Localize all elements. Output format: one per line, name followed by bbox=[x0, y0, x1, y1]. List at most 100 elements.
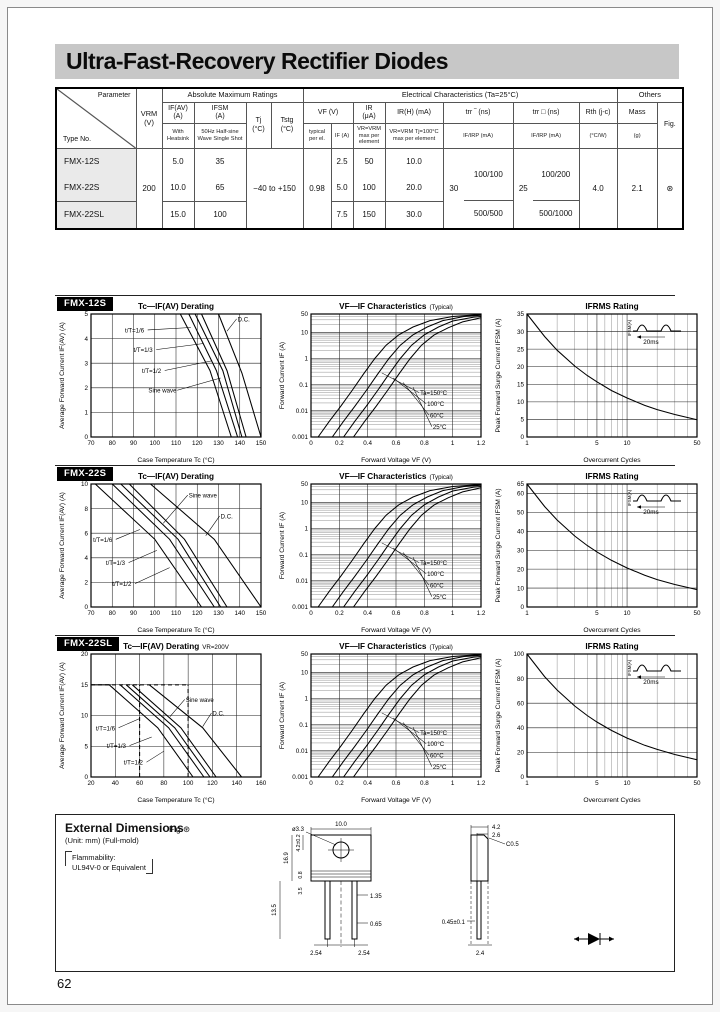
section-fmx-12s: FMX-12S 70 80 90 100 110 120 130 140 150 0 1 2 3 4 5 t/… bbox=[8, 295, 720, 465]
svg-text:2: 2 bbox=[84, 580, 88, 587]
svg-text:t/T=1/6: t/T=1/6 bbox=[125, 327, 145, 334]
svg-derating-FMX-12S: 70 80 90 100 110 120 130 140 150 0 1 2 3 4 5 t/T=1/6 t/T… bbox=[59, 302, 267, 464]
cell-ifav-22s: 10.0 bbox=[161, 175, 195, 202]
dim-pitch1: 2.54 bbox=[310, 951, 322, 957]
svg-text:40: 40 bbox=[112, 780, 120, 787]
svg-text:t/T=1/3: t/T=1/3 bbox=[107, 743, 127, 750]
sub-ifav: With Heatsink bbox=[161, 123, 195, 149]
svg-text:150: 150 bbox=[256, 610, 267, 617]
fig-reference: Fig.⊛ bbox=[169, 824, 190, 834]
svg-text:0.1: 0.1 bbox=[299, 382, 308, 389]
cell-tj-tstg: −40 to +150 bbox=[245, 148, 304, 230]
svg-text:0: 0 bbox=[309, 440, 313, 447]
chart-ifrms-fmx-12s: 1 5 10 50 0 5 10 15 20 25 30 35 IFRMS Rating Overcurr… bbox=[494, 300, 706, 465]
header-mass: Mass bbox=[616, 102, 658, 124]
svg-text:IFRMS Rating: IFRMS Rating bbox=[585, 302, 638, 311]
package-drawing: 10.0 ø3.3 16.9 13.5 4.2±0.2 0.8 3.5 1.35… bbox=[272, 822, 614, 957]
section-fmx-22sl: FMX-22SL 20 40 60 80 100 120 140 160 0 5 10 15 20 Sin… bbox=[8, 635, 720, 805]
external-dimensions-title: External Dimensions bbox=[65, 821, 184, 835]
svg-text:20: 20 bbox=[87, 780, 95, 787]
external-dimensions-unit: (Unit: mm) (Full-mold) bbox=[65, 836, 139, 845]
lead-right bbox=[351, 880, 358, 940]
svg-text:0: 0 bbox=[309, 610, 313, 617]
svg-text:50: 50 bbox=[301, 651, 309, 658]
svg-text:1.2: 1.2 bbox=[477, 610, 486, 617]
svg-text:0.8: 0.8 bbox=[420, 440, 429, 447]
dim-depth2: 2.6 bbox=[492, 833, 501, 839]
svg-text:0: 0 bbox=[84, 774, 88, 781]
corner-type-no: Type No. bbox=[63, 135, 92, 143]
group-others: Others bbox=[616, 87, 684, 103]
svg-text:0: 0 bbox=[84, 434, 88, 441]
svg-text:4: 4 bbox=[84, 555, 88, 562]
cell-rth: 4.0 bbox=[578, 148, 618, 230]
svg-text:140: 140 bbox=[234, 610, 245, 617]
svg-text:10: 10 bbox=[517, 585, 525, 592]
cell-mass: 2.1 bbox=[616, 148, 658, 230]
svg-text:Sine wave: Sine wave bbox=[189, 493, 218, 500]
svg-text:VF—IF Characteristics(Typical: VF—IF Characteristics (Typical) bbox=[339, 302, 453, 311]
svg-text:VF—IF Characteristics(Typical: VF—IF Characteristics (Typical) bbox=[339, 472, 453, 481]
svg-text:60: 60 bbox=[136, 780, 144, 787]
sub-irh: VR=VRM Tj=100°C max per element bbox=[384, 123, 444, 149]
svg-text:IFSM(A): IFSM(A) bbox=[627, 659, 632, 676]
svg-text:D.C.: D.C. bbox=[221, 513, 233, 520]
svg-text:60°C: 60°C bbox=[430, 413, 444, 420]
cell-trr-square: 25 100/200 500/1000 bbox=[512, 148, 580, 230]
sub-ir: VR=VRM max per element bbox=[352, 123, 386, 149]
svg-text:20: 20 bbox=[517, 566, 525, 573]
row-type-fmx-22s: FMX-22S bbox=[55, 175, 137, 202]
chart-derating-fmx-22sl: 20 40 60 80 100 120 140 160 0 5 10 15 20 Sine wave D.C… bbox=[58, 640, 270, 805]
dim-hole-center: 4.2±0.2 bbox=[296, 834, 302, 851]
diode-symbol bbox=[574, 933, 614, 945]
svg-text:1: 1 bbox=[304, 356, 308, 363]
sub-vf-if: IF (A) bbox=[330, 123, 354, 149]
svg-text:Sine wave: Sine wave bbox=[186, 697, 215, 704]
svg-text:3: 3 bbox=[84, 360, 88, 367]
dim-lead-width2: 0.65 bbox=[370, 922, 382, 928]
dim-base: 2.4 bbox=[476, 951, 485, 957]
header-vrm: VRM (V) bbox=[135, 87, 163, 149]
svg-text:1: 1 bbox=[451, 610, 455, 617]
header-ifav: IF(AV)(A) bbox=[161, 102, 195, 124]
svg-text:35: 35 bbox=[517, 311, 525, 318]
svg-text:70: 70 bbox=[87, 440, 95, 447]
svg-text:10: 10 bbox=[81, 713, 89, 720]
dim-band: 0.8 bbox=[298, 871, 304, 878]
dim-pitch2: 2.54 bbox=[358, 951, 370, 957]
svg-text:1: 1 bbox=[525, 440, 529, 447]
svg-text:10: 10 bbox=[81, 481, 89, 488]
svg-text:5: 5 bbox=[84, 743, 88, 750]
svg-text:20: 20 bbox=[517, 364, 525, 371]
svg-text:1: 1 bbox=[84, 410, 88, 417]
svg-text:1.2: 1.2 bbox=[477, 780, 486, 787]
group-electrical: Electrical Characteristics (Ta=25°C) bbox=[302, 87, 618, 103]
svg-text:30: 30 bbox=[517, 329, 525, 336]
svg-text:t/T=1/3: t/T=1/3 bbox=[106, 560, 126, 567]
cell-ir-22sl: 150 bbox=[352, 201, 386, 230]
svg-text:15: 15 bbox=[81, 682, 89, 689]
svg-text:20: 20 bbox=[517, 750, 525, 757]
svg-text:50: 50 bbox=[693, 440, 701, 447]
svg-text:100: 100 bbox=[513, 651, 524, 658]
svg-text:Forward Voltage VF (V): Forward Voltage VF (V) bbox=[361, 627, 431, 634]
svg-text:25°C: 25°C bbox=[433, 764, 447, 771]
cell-irh-12s: 10.0 bbox=[384, 148, 444, 175]
svg-vfif-FMX-22SL: 0 0.2 0.4 0.6 0.8 1 1.2 0.001 0.01 0.1 1 10 50 Ta=150… bbox=[279, 642, 486, 804]
svg-text:0.01: 0.01 bbox=[296, 748, 309, 755]
svg-text:0.4: 0.4 bbox=[363, 780, 372, 787]
svg-text:Average Forward Current IF(AV: Average Forward Current IF(AV) (A) bbox=[59, 492, 66, 599]
svg-text:100: 100 bbox=[183, 780, 194, 787]
svg-text:80: 80 bbox=[109, 610, 117, 617]
svg-text:Ta=150°C: Ta=150°C bbox=[420, 390, 448, 397]
flammability-note: Flammability: UL94V-0 or Equivalent bbox=[65, 851, 153, 875]
svg-text:0.001: 0.001 bbox=[292, 774, 308, 781]
svg-text:0.2: 0.2 bbox=[335, 780, 344, 787]
part-label-fmx-12s: FMX-12S bbox=[57, 297, 114, 311]
svg-text:D.C.: D.C. bbox=[212, 711, 224, 718]
svg-text:8: 8 bbox=[84, 506, 88, 513]
svg-text:Peak Forward Surge Current IF: Peak Forward Surge Current IFSM (A) bbox=[495, 318, 502, 432]
svg-derating-FMX-22SL: 20 40 60 80 100 120 140 160 0 5 10 15 20 Sine wave D.C… bbox=[59, 642, 267, 804]
svg-text:Peak Forward Surge Current IF: Peak Forward Surge Current IFSM (A) bbox=[495, 658, 502, 772]
